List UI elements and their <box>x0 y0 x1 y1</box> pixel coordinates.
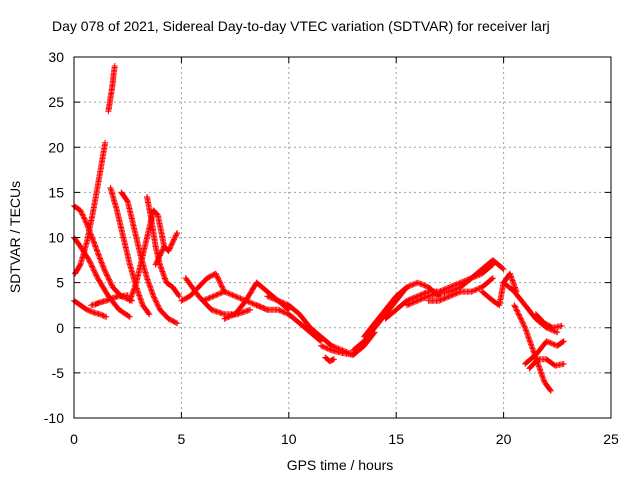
x-tick-label: 15 <box>388 431 404 447</box>
series-arc-11 <box>152 230 181 268</box>
series-arc-29 <box>532 311 565 331</box>
y-tick-label: 25 <box>48 94 64 110</box>
series-arc-12 <box>178 270 228 304</box>
series-arc-6 <box>105 63 118 115</box>
point-markers <box>178 270 228 304</box>
x-tick-label: 25 <box>603 431 619 447</box>
point-markers <box>264 293 367 358</box>
point-markers <box>152 230 181 268</box>
point-markers <box>522 338 567 367</box>
data-points <box>71 63 567 394</box>
point-markers <box>105 63 118 115</box>
y-axis-label: SDTVAR / TECUs <box>7 181 23 293</box>
point-markers <box>526 356 567 372</box>
series-arc-5 <box>88 292 131 309</box>
x-tick-label: 10 <box>281 431 297 447</box>
series-arc-23 <box>425 275 496 304</box>
point-markers <box>425 275 496 304</box>
y-tick-label: 20 <box>48 139 64 155</box>
grid <box>74 57 611 418</box>
axis-ticks: 0 5 10 15 20 25 -10 -5 0 5 10 15 20 25 30 <box>44 49 619 447</box>
series-arc-17 <box>264 293 367 358</box>
point-markers <box>253 302 324 345</box>
series-arc-18 <box>318 329 378 358</box>
chart-title: Day 078 of 2021, Sidereal Day-to-day VTE… <box>52 18 550 34</box>
x-tick-label: 20 <box>496 431 512 447</box>
point-markers <box>221 279 292 322</box>
point-markers <box>322 354 337 365</box>
series-arc-27 <box>522 338 567 367</box>
point-markers <box>403 257 507 309</box>
x-axis-label: GPS time / hours <box>287 457 394 473</box>
y-tick-label: 15 <box>48 184 64 200</box>
point-markers <box>318 329 378 358</box>
point-markers <box>72 139 109 277</box>
series-arc-9 <box>126 207 168 304</box>
y-tick-label: 5 <box>56 275 64 291</box>
point-markers <box>88 292 131 309</box>
series-arc-16 <box>253 302 324 345</box>
series-arc-30 <box>322 354 337 365</box>
series-arc-4 <box>72 139 109 277</box>
point-markers <box>532 311 565 331</box>
y-tick-label: 10 <box>48 230 64 246</box>
series-arc-28 <box>526 356 567 372</box>
point-markers <box>144 193 183 300</box>
y-tick-label: -5 <box>52 365 65 381</box>
y-tick-label: 0 <box>56 320 64 336</box>
series-arc-10 <box>144 193 183 300</box>
x-tick-label: 0 <box>70 431 78 447</box>
point-markers <box>126 207 168 304</box>
x-tick-label: 5 <box>178 431 186 447</box>
series-arc-15 <box>221 279 292 322</box>
y-tick-label: 30 <box>48 49 64 65</box>
y-tick-label: -10 <box>44 410 64 426</box>
series-arc-22 <box>403 257 507 309</box>
